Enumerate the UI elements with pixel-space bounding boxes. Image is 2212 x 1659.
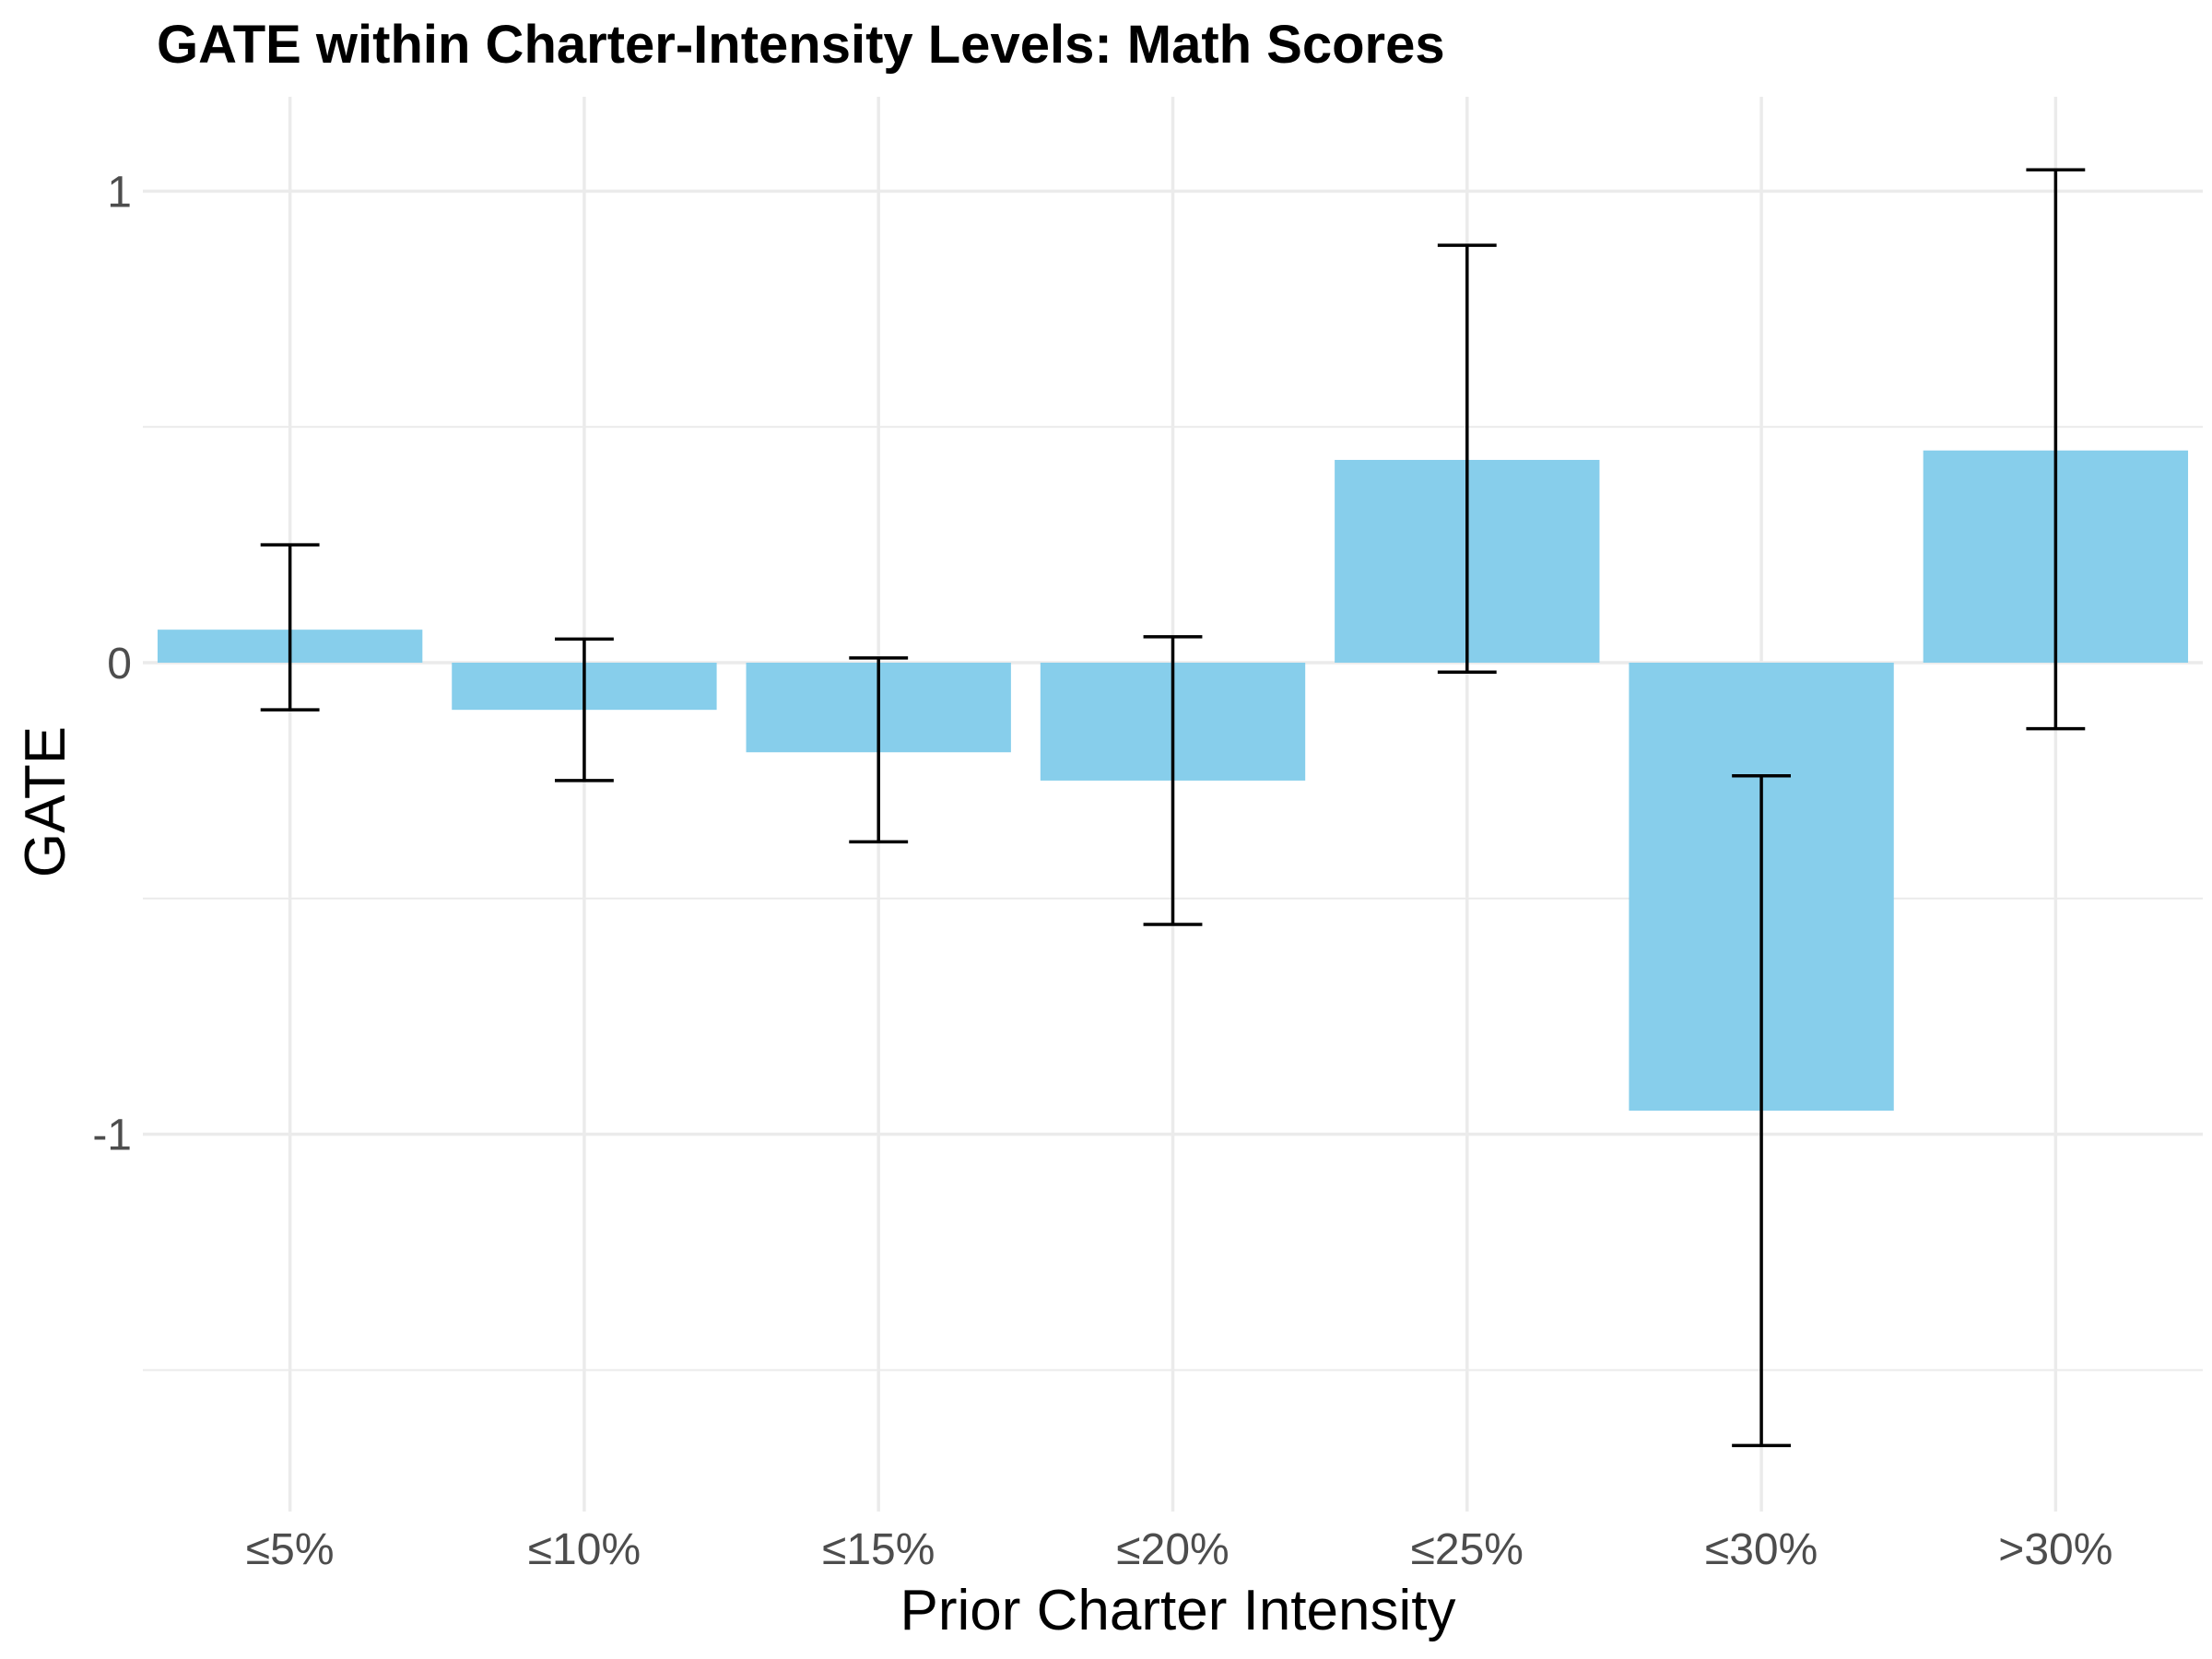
error-bar [2026,168,2086,731]
x-tick-label: >30% [1998,1525,2112,1574]
error-bar [849,656,909,844]
x-tick-label: ≤10% [528,1525,641,1574]
error-bars [260,168,2086,1448]
x-tick-label: ≤20% [1116,1525,1229,1574]
y-axis-ticks: -1 0 1 [92,168,132,1159]
error-bar [1437,243,1497,674]
error-bar [555,637,614,782]
x-axis-title: Prior Charter Intensity [900,1579,1456,1642]
error-bar [1143,635,1203,926]
x-tick-label: ≤25% [1411,1525,1524,1574]
x-axis-ticks: ≤5% ≤10% ≤15% ≤20% ≤25% ≤30% >30% [246,1525,2113,1574]
error-bar [260,543,320,712]
x-tick-label: ≤30% [1705,1525,1818,1574]
chart-title: GATE within Charter-Intensity Levels: Ma… [157,15,1445,75]
y-tick-label: 1 [107,168,132,217]
x-tick-label: ≤5% [246,1525,335,1574]
y-tick-label: -1 [92,1112,132,1160]
y-axis-title: GATE [14,726,77,877]
x-tick-label: ≤15% [822,1525,935,1574]
y-tick-label: 0 [107,640,132,688]
error-bar [1732,774,1791,1448]
